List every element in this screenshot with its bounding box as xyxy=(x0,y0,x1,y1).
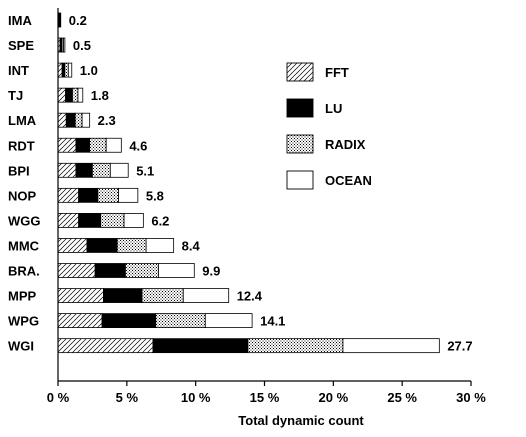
bar-segment-fft-nop xyxy=(57,187,80,203)
legend-swatch-radix xyxy=(286,134,314,154)
bar-segment-radix-rdt xyxy=(89,137,107,153)
bar-segment-radix-wgi xyxy=(247,338,344,354)
bar-segment-radix-mpp xyxy=(141,288,184,303)
bar-segment-fft-wgi xyxy=(57,338,154,354)
bar-segment-fft-rdt xyxy=(57,137,77,153)
bar-segment-fft-mpp xyxy=(57,288,104,303)
bar-segment-radix-bpi xyxy=(92,162,111,178)
total-label-bpi: 5.1 xyxy=(136,163,154,178)
bar-segment-radix-bra xyxy=(125,263,159,278)
bar-segment-fft-bra xyxy=(57,263,96,278)
legend-swatch-fft xyxy=(286,62,314,82)
bar-segment-ocean-nop xyxy=(118,187,139,203)
y-tick-label-wgi: WGI xyxy=(8,339,34,354)
total-label-int: 1.0 xyxy=(80,63,98,78)
legend-label-radix: RADIX xyxy=(325,137,366,152)
bar-segment-ocean-mmc xyxy=(145,238,175,253)
y-tick-label-wpg: WPG xyxy=(8,314,39,329)
legend: FFT LU RADIX OCEAN xyxy=(286,62,372,190)
bar-segment-lu-wgg xyxy=(78,212,102,228)
legend-label-fft: FFT xyxy=(325,65,349,80)
bar-segment-ocean-tj xyxy=(77,87,84,103)
y-tick-label-wgg: WGG xyxy=(8,213,41,228)
bar-segment-lu-bra xyxy=(94,263,126,278)
bar-segment-lu-mmc xyxy=(86,238,118,253)
total-label-rdt: 4.6 xyxy=(129,138,147,153)
bar-segment-lu-nop xyxy=(78,187,99,203)
bar-segment-lu-wgi xyxy=(152,338,249,354)
y-tick-label-mpp: MPP xyxy=(8,289,37,304)
bar-segment-ocean-rdt xyxy=(105,137,122,153)
x-tick-label-30: 30 % xyxy=(456,390,486,405)
bar-segment-lu-wpg xyxy=(101,313,157,329)
bars-layer xyxy=(57,12,440,354)
x-axis-title: Total dynamic count xyxy=(238,413,364,428)
x-tick-label-0: 0 % xyxy=(47,390,70,405)
bar-segment-radix-tj xyxy=(72,87,79,103)
y-tick-label-ima: IMA xyxy=(8,13,32,28)
bar-segment-ocean-bra xyxy=(158,263,195,278)
legend-swatch-lu xyxy=(286,98,314,118)
total-label-spe: 0.5 xyxy=(73,38,91,53)
labels-layer: IMA 0.2 SPE 0.5 INT 1.0 TJ 1.8 LMA 2.3 RDT 4.6 BPI 5.… xyxy=(8,13,473,354)
total-label-mpp: 12.4 xyxy=(237,289,263,304)
y-tick-label-lma: LMA xyxy=(8,113,37,128)
bar-segment-lu-rdt xyxy=(75,137,91,153)
bar-segment-fft-tj xyxy=(57,87,66,103)
legend-label-ocean: OCEAN xyxy=(325,173,372,188)
x-tick-label-15: 15 % xyxy=(250,390,280,405)
bar-segment-fft-wpg xyxy=(57,313,103,329)
y-tick-label-rdt: RDT xyxy=(8,138,35,153)
y-tick-label-mmc: MMC xyxy=(8,238,40,253)
bar-segment-lu-int xyxy=(61,62,66,78)
bar-segment-lu-tj xyxy=(65,87,73,103)
y-tick-label-nop: NOP xyxy=(8,188,37,203)
legend-label-lu: LU xyxy=(325,101,342,116)
bar-segment-fft-lma xyxy=(57,112,67,128)
bar-segment-ocean-wgi xyxy=(342,338,440,354)
y-tick-label-tj: TJ xyxy=(8,88,23,103)
bar-segment-radix-int xyxy=(64,62,69,78)
y-tick-label-bra: BRA. xyxy=(8,264,40,279)
bar-segment-ocean-int xyxy=(67,62,73,78)
total-label-wpg: 14.1 xyxy=(260,314,285,329)
bar-segment-lu-mpp xyxy=(103,288,143,303)
total-label-bra: 9.9 xyxy=(202,264,220,279)
bar-segment-radix-wgg xyxy=(100,212,125,228)
total-label-wgi: 27.7 xyxy=(447,339,472,354)
bar-segment-ocean-bpi xyxy=(109,162,129,178)
x-tick-label-10: 10 % xyxy=(181,390,211,405)
total-label-nop: 5.8 xyxy=(146,188,164,203)
bar-segment-radix-wpg xyxy=(155,313,206,329)
bar-segment-lu-lma xyxy=(65,112,76,128)
legend-swatch-ocean xyxy=(286,170,314,190)
y-tick-label-spe: SPE xyxy=(8,38,34,53)
bar-segment-fft-bpi xyxy=(57,162,77,178)
total-label-mmc: 8.4 xyxy=(182,238,201,253)
x-axis: 0 % 5 % 10 % 15 % 20 % 25 % 30 % xyxy=(47,8,486,405)
total-label-tj: 1.8 xyxy=(91,88,109,103)
y-tick-label-bpi: BPI xyxy=(8,163,30,178)
bar-segment-ocean-lma xyxy=(81,112,91,128)
total-label-wgg: 6.2 xyxy=(151,213,169,228)
x-tick-label-25: 25 % xyxy=(387,390,417,405)
total-label-ima: 0.2 xyxy=(69,13,87,28)
bar-segment-lu-bpi xyxy=(75,162,93,178)
y-tick-label-int: INT xyxy=(8,63,29,78)
bar-segment-radix-nop xyxy=(97,187,119,203)
bar-segment-ocean-wgg xyxy=(123,212,144,228)
bar-segment-fft-int xyxy=(57,62,63,78)
bar-segment-fft-wgg xyxy=(57,212,80,228)
bar-segment-ocean-wpg xyxy=(204,313,253,329)
bar-segment-radix-lma xyxy=(74,112,83,128)
bar-segment-ocean-spe xyxy=(63,37,66,53)
total-label-lma: 2.3 xyxy=(98,113,116,128)
x-tick-label-20: 20 % xyxy=(319,390,349,405)
bar-segment-radix-mmc xyxy=(116,238,147,253)
bar-segment-ocean-mpp xyxy=(182,288,230,303)
bar-segment-fft-mmc xyxy=(57,238,88,253)
x-tick-label-5: 5 % xyxy=(116,390,139,405)
